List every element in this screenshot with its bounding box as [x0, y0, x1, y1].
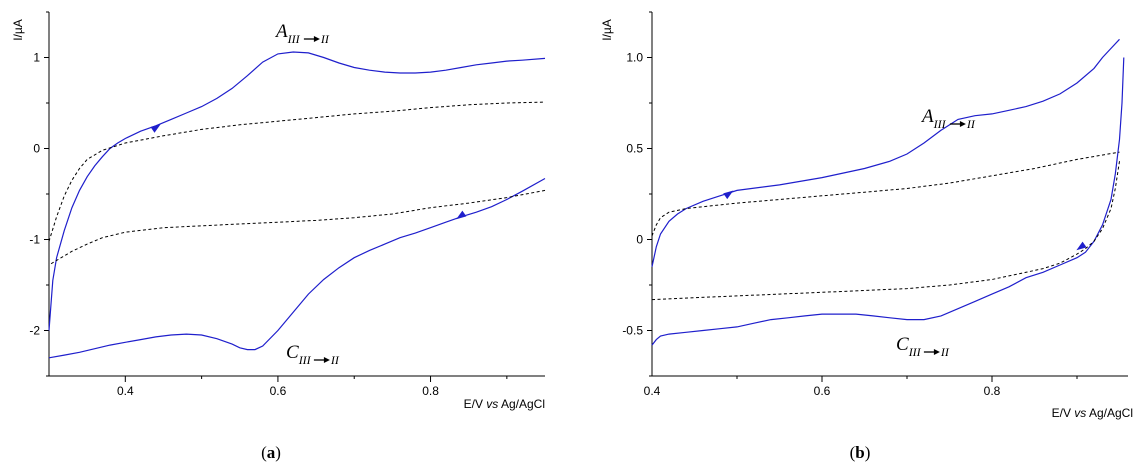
panel-b-y-tick-label: 1.0	[626, 51, 643, 65]
panel-a-series-dashed-3	[48, 189, 546, 266]
panel-a-x-tick-label: 0.6	[270, 384, 287, 398]
panel-a-y-tick-label: 1	[33, 51, 40, 65]
panel-a-y-tick-label: -1	[29, 233, 40, 247]
panel-b-x-tick-label: 0.8	[984, 384, 1001, 398]
panel-a-annotation-c: CIII	[286, 342, 312, 367]
panel-a-annotation-arrowhead	[313, 36, 320, 42]
panel-b-y-tick-label: -0.5	[622, 324, 643, 338]
panel-a-series-solid-1	[48, 177, 546, 359]
panel-a-direction-arrow	[150, 124, 161, 133]
panel-a-y-axis-title: I/µA	[11, 19, 25, 41]
panel-b-x-axis-title: E/V vs Ag/AgCl	[1052, 406, 1133, 420]
panel-a-chart: 0.4 0.6 0.8 1 0 -1 -2 I/µA E/V vs Ag/AgCl AIII II C…	[11, 11, 546, 462]
panel-a-annotation-arrowhead	[323, 357, 330, 363]
panel-b-annotation-sub-tail: II	[940, 345, 950, 359]
panel-b-direction-arrow	[1076, 241, 1087, 251]
panel-b-annotation-arrowhead	[959, 121, 966, 127]
panel-b-direction-arrow	[723, 190, 734, 200]
panel-b-series-dashed-2	[651, 151, 1120, 237]
panel-a-annotation-a: AIII	[274, 21, 301, 46]
panel-a-series-solid-0	[48, 51, 546, 331]
panel-a-y-tick-label: 0	[33, 142, 40, 156]
panel-a-x-tick-label: 0.8	[422, 384, 439, 398]
panel-a-direction-arrow	[456, 210, 467, 220]
panel-b-series-solid-0	[651, 38, 1120, 267]
panel-b-x-tick-label: 0.4	[644, 384, 661, 398]
panel-b-y-axis-title: I/µA	[600, 19, 614, 41]
panel-b-annotation-c: CIII	[896, 334, 922, 359]
panel-a-y-tick-label: -2	[29, 324, 40, 338]
panel-b-y-tick-label: 0.5	[626, 142, 643, 156]
panel-b-series-dashed-3	[651, 161, 1120, 301]
panel-b-annotation-arrowhead	[933, 349, 940, 355]
panel-b-chart: 0.4 0.6 0.8 1.0 0.5 0 -0.5 I/µA E/V vs Ag/AgCl AI…	[600, 11, 1133, 462]
panel-a-annotation-sub-tail: II	[330, 353, 340, 367]
panel-b-label: (b)	[850, 443, 871, 462]
panel-b-annotation-sub-tail: II	[966, 117, 976, 131]
panel-b-x-tick-label: 0.6	[814, 384, 831, 398]
panel-a-x-tick-label: 0.4	[117, 384, 134, 398]
panel-b-series-solid-1	[651, 57, 1125, 346]
panel-a-x-axis-title: E/V vs Ag/AgCl	[464, 397, 545, 411]
panel-a-label: (a)	[261, 443, 281, 462]
panel-b-annotation-a: AIII	[920, 106, 947, 131]
panel-a-annotation-sub-tail: II	[320, 32, 330, 46]
panel-b-y-tick-label: 0	[636, 233, 643, 247]
panel-a-series-dashed-2	[48, 101, 546, 242]
